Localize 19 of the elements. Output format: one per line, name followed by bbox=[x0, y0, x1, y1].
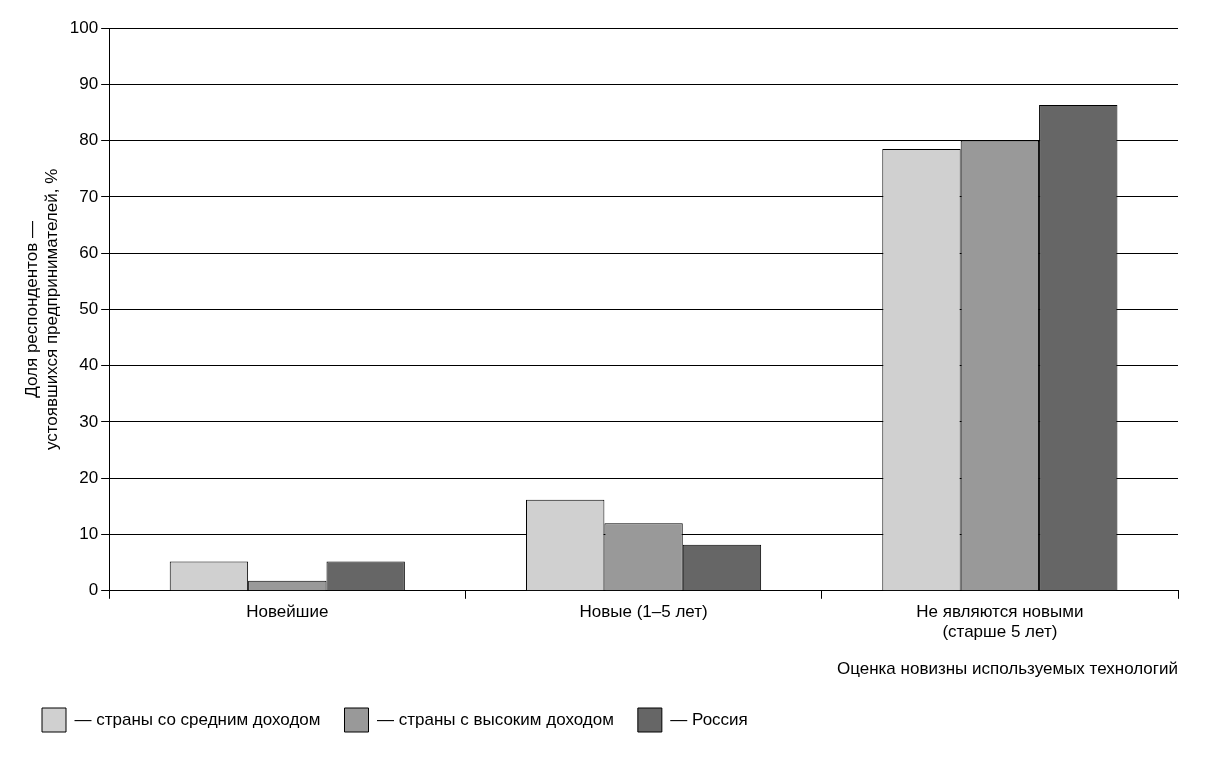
legend-label: — Россия bbox=[670, 709, 748, 729]
x-tick-label: Новейшие bbox=[246, 601, 329, 621]
y-tick-label: 100 bbox=[69, 17, 99, 37]
x-tick-label: Не являются новыми (старше 5 лет) bbox=[916, 601, 1084, 642]
y-tick-label: 40 bbox=[79, 355, 99, 375]
x-axis-title: Оценка новизны используемых технологий bbox=[836, 659, 1178, 679]
legend-label: — страны с высоким доходом bbox=[377, 709, 614, 729]
y-tick-label: 80 bbox=[79, 130, 99, 150]
y-axis-title: Доля респондентов — устоявшихся предпринимателей, % bbox=[21, 168, 62, 451]
y-tick-label: 90 bbox=[79, 73, 99, 93]
y-tick-label: 70 bbox=[79, 186, 99, 206]
legend-label: — страны со средним доходом bbox=[74, 709, 321, 729]
y-tick-label: 50 bbox=[79, 299, 99, 319]
y-tick-label: 30 bbox=[79, 411, 99, 431]
x-tick-label: Новые (1–5 лет) bbox=[579, 601, 708, 621]
y-tick-label: 20 bbox=[79, 467, 99, 487]
y-tick-label: 60 bbox=[79, 242, 99, 262]
y-tick-label: 10 bbox=[79, 524, 99, 544]
y-tick-label: 0 bbox=[88, 580, 99, 600]
